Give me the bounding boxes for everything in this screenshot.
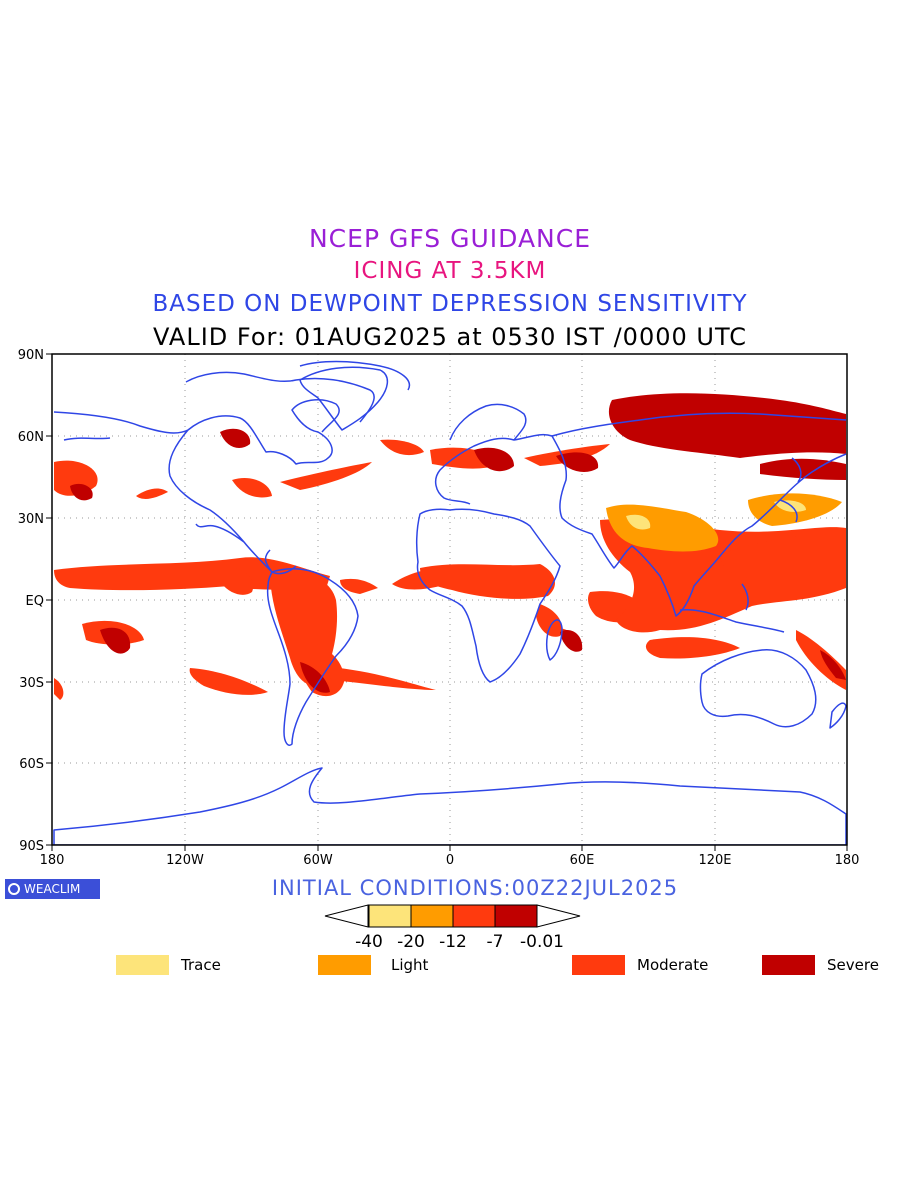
lat-label: 60N [18, 430, 44, 445]
legend-label: Trace [181, 956, 221, 974]
longitude-labels: 180 120W 60W 0 60E 120E 180 [40, 853, 860, 868]
legend-item-trace: Trace [116, 955, 221, 975]
lon-label: 0 [446, 853, 454, 868]
legend-swatch [572, 955, 625, 975]
latitude-labels: 90N 60N 30N EQ 30S 60S 90S [18, 348, 44, 854]
lat-label: EQ [26, 594, 44, 609]
graticule [52, 354, 847, 845]
legend-label: Moderate [637, 956, 709, 974]
lon-label: 60W [303, 853, 333, 868]
colorbar-segment [494, 904, 538, 928]
colorbar-tick-label: -12 [439, 932, 467, 952]
colorbar-tick-label: -20 [397, 932, 425, 952]
lat-label: 30S [19, 676, 44, 691]
title-line-1: NCEP GFS GUIDANCE [308, 224, 591, 253]
lon-label: 180 [40, 853, 65, 868]
lat-label: 60S [19, 757, 44, 772]
colorbar-segment [368, 904, 412, 928]
coastlines [53, 360, 847, 845]
icing-legend: Trace Light Moderate Severe [0, 955, 900, 979]
circle-logo-icon [8, 883, 20, 895]
lat-label: 90S [19, 839, 44, 854]
icing-trace-regions [626, 500, 806, 530]
initial-conditions: INITIAL CONDITIONS:00Z22JUL2025 [271, 876, 679, 900]
title-line-3: BASED ON DEWPOINT DEPRESSION SENSITIVITY [152, 291, 748, 317]
icing-severe-regions [70, 393, 846, 693]
weaclim-badge: WEACLIM [5, 879, 100, 899]
legend-item-light: Light [318, 955, 428, 975]
colorbar-low-triangle [324, 904, 369, 928]
lon-label: 120W [166, 853, 204, 868]
legend-item-moderate: Moderate [572, 955, 708, 975]
color-bar: -40 -20 -12 -7 -0.01 [324, 904, 581, 952]
lon-label: 60E [570, 853, 595, 868]
legend-item-severe: Severe [762, 955, 879, 975]
colorbar-high-triangle [536, 904, 581, 928]
lon-label: 180 [835, 853, 860, 868]
axis-ticks [46, 353, 848, 851]
legend-label: Light [391, 956, 429, 974]
colorbar-segment [410, 904, 454, 928]
colorbar-segment [452, 904, 496, 928]
legend-swatch [762, 955, 815, 975]
badge-label: WEACLIM [24, 882, 81, 896]
colorbar-tick-label: -0.01 [520, 932, 564, 952]
lon-label: 120E [698, 853, 731, 868]
legend-label: Severe [827, 956, 879, 974]
legend-swatch [318, 955, 371, 975]
colorbar-tick-label: -7 [487, 932, 504, 952]
map-body [52, 354, 847, 845]
title-line-2: ICING AT 3.5KM [353, 258, 547, 284]
valid-time-title: VALID For: 01AUG2025 at 0530 IST /0000 U… [153, 323, 747, 351]
legend-swatch [116, 955, 169, 975]
colorbar-tick-label: -40 [355, 932, 383, 952]
icing-map: 90N 60N 30N EQ 30S 60S 90S 180 120W 60W … [18, 348, 860, 868]
lat-label: 30N [18, 512, 44, 527]
lat-label: 90N [18, 348, 44, 363]
